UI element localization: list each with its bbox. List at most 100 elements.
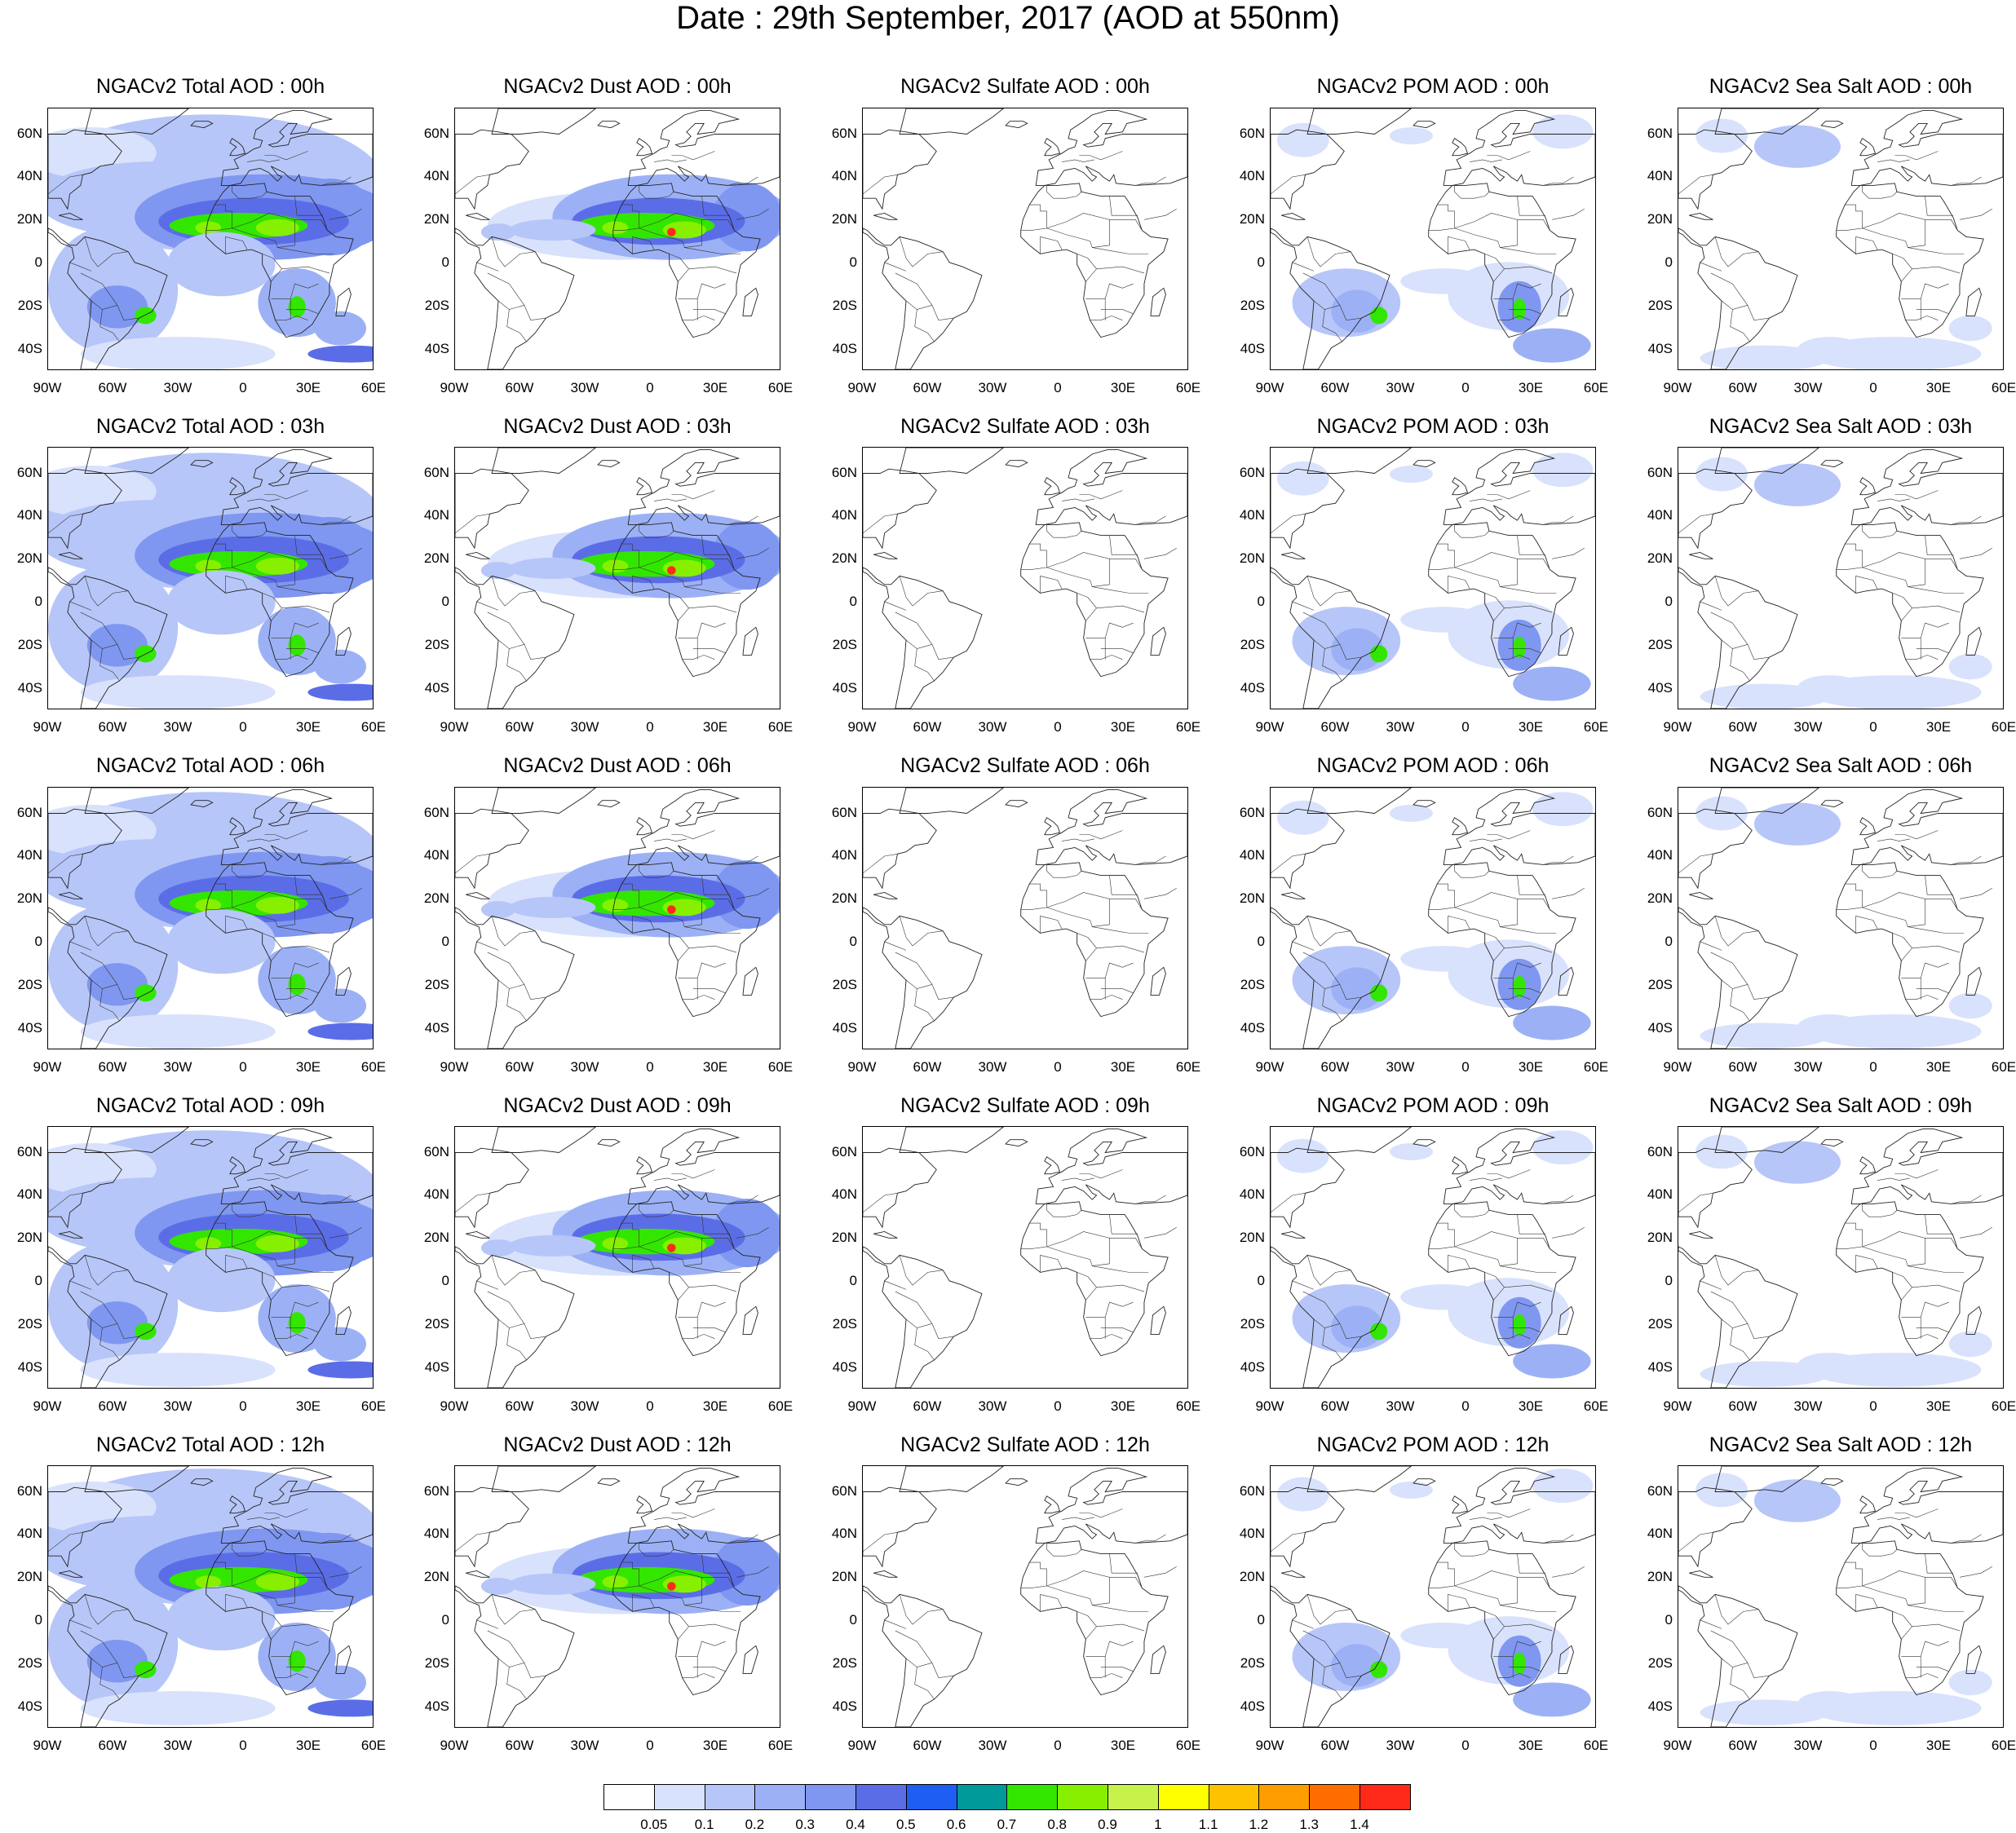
colorbar-label: 0.8: [1047, 1817, 1067, 1832]
country-border: [491, 916, 536, 947]
country-border: [1504, 1284, 1553, 1292]
country-border: [621, 204, 639, 212]
country-border: [1143, 208, 1177, 220]
coastline: [1005, 121, 1028, 129]
country-border: [1543, 1195, 1574, 1204]
coastline: [1859, 1156, 1877, 1175]
lat-tick-label: 20N: [1239, 211, 1265, 227]
country-border: [1710, 1630, 1770, 1679]
lat-tick-label: 0: [849, 1273, 857, 1289]
country-border: [669, 1611, 689, 1640]
lat-tick-label: 20N: [831, 1569, 857, 1585]
country-border: [1090, 316, 1123, 320]
country-border: [1271, 1531, 1306, 1553]
lat-tick-label: 40S: [1647, 1698, 1673, 1714]
country-border: [1046, 552, 1110, 587]
country-border: [1951, 1195, 1982, 1204]
country-border: [1100, 1667, 1134, 1672]
coastline: [455, 227, 575, 369]
lon-tick-label: 90W: [33, 1738, 62, 1753]
map-plot: [1270, 108, 1596, 370]
country-border: [1543, 855, 1574, 865]
coastline: [899, 448, 1005, 474]
country-border: [1085, 1301, 1134, 1318]
country-border: [1090, 1673, 1123, 1678]
lon-tick-label: 60W: [1728, 1059, 1757, 1075]
country-border: [285, 648, 319, 654]
country-border: [1855, 1255, 1878, 1273]
lat-tick-label: 40N: [1239, 847, 1265, 863]
coastline: [190, 1139, 214, 1147]
lat-tick-label: 40S: [17, 1019, 42, 1036]
country-border: [1271, 513, 1306, 534]
coastline: [84, 108, 190, 135]
country-border: [701, 1238, 735, 1249]
coastline: [1965, 287, 1982, 316]
country-border: [684, 1265, 741, 1273]
coastline: [1836, 1201, 1984, 1357]
country-border: [1135, 515, 1166, 525]
coastline: [48, 1246, 168, 1388]
coastline: [1859, 1495, 1877, 1514]
aod-contour: [135, 307, 157, 325]
country-border: [1508, 1327, 1541, 1333]
country-border: [1046, 1570, 1110, 1606]
country-border: [271, 962, 319, 978]
country-border: [1497, 995, 1531, 1000]
country-border: [682, 1673, 715, 1678]
country-border: [1302, 612, 1362, 660]
country-border: [275, 316, 308, 320]
country-border: [1077, 933, 1097, 961]
country-border: [678, 622, 726, 638]
aod-contour: [80, 675, 276, 709]
aod-contour: [1753, 1141, 1841, 1184]
country-border: [671, 830, 715, 840]
country-border: [1487, 490, 1531, 500]
map-plot: [862, 1465, 1188, 1728]
lon-tick-label: 0: [239, 1059, 247, 1075]
country-border: [1517, 1214, 1546, 1235]
colorbar-label: 0.6: [946, 1817, 966, 1832]
coastline: [863, 808, 937, 890]
lon-tick-label: 30W: [570, 1398, 599, 1414]
coastline: [1306, 448, 1413, 474]
country-border: [1551, 208, 1585, 220]
lon-tick-label: 0: [239, 1738, 247, 1753]
country-border: [1437, 204, 1455, 212]
lon-tick-label: 60W: [913, 1059, 942, 1075]
lon-tick-label: 30E: [295, 380, 321, 395]
country-border: [639, 1543, 674, 1557]
country-border: [69, 941, 92, 951]
lat-tick-label: 60N: [1647, 1143, 1673, 1159]
country-border: [682, 1334, 715, 1339]
country-border: [1845, 1561, 1863, 1570]
coastline: [1428, 1540, 1576, 1696]
lat-tick-label: 20S: [17, 636, 42, 652]
colorbar-label: 0.4: [846, 1817, 865, 1832]
lon-tick-label: 60E: [1175, 719, 1201, 735]
lon-tick-label: 60W: [913, 380, 942, 395]
coastline: [48, 227, 168, 369]
country-border: [1678, 1531, 1713, 1553]
map-plot: [47, 447, 374, 709]
lon-tick-label: 60W: [1320, 1738, 1350, 1753]
country-border: [1306, 1594, 1351, 1625]
country-border: [247, 838, 280, 841]
coastline: [1443, 1468, 1595, 1544]
country-border: [1497, 655, 1531, 660]
country-border: [654, 1517, 687, 1520]
coastline: [1281, 213, 1306, 220]
coastline: [1150, 626, 1166, 656]
country-border: [264, 1169, 308, 1179]
lon-tick-label: 30W: [1386, 719, 1415, 735]
coastline: [863, 1246, 983, 1388]
panel-title: NGACv2 Dust AOD : 06h: [503, 754, 732, 777]
country-border: [232, 892, 295, 927]
coastline: [1836, 862, 1984, 1018]
country-border: [1714, 236, 1759, 267]
country-border: [692, 309, 726, 315]
country-border: [1090, 655, 1123, 660]
lon-tick-label: 60E: [1175, 1738, 1201, 1753]
lon-tick-label: 30W: [978, 1059, 1007, 1075]
country-border: [69, 1280, 92, 1290]
